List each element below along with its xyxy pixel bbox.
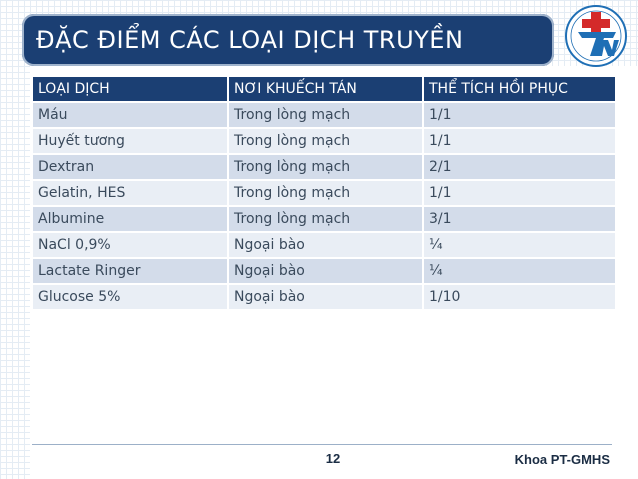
table-row: Máu Trong lòng mạch 1/1 — [33, 101, 617, 128]
cell-fluid-type: Huyết tương — [33, 127, 229, 154]
cell-diffusion-site: Trong lòng mạch — [228, 101, 424, 128]
cell-volume-recovery: 1/10 — [423, 283, 617, 309]
table-row: Lactate Ringer Ngoại bào ¼ — [33, 257, 617, 284]
cell-volume-recovery: ¼ — [423, 257, 617, 284]
fluid-table: LOẠI DỊCH NƠI KHUẾCH TÁN THỂ TÍCH HỒI PH… — [33, 77, 617, 309]
page-number: 12 — [325, 451, 341, 466]
cell-fluid-type: Albumine — [33, 205, 229, 232]
department-label: Khoa PT-GMHS — [514, 452, 610, 467]
table-row: Glucose 5% Ngoại bào 1/10 — [33, 283, 617, 309]
cell-fluid-type: Gelatin, HES — [33, 179, 229, 206]
cell-diffusion-site: Ngoại bào — [228, 283, 424, 309]
table-row: Albumine Trong lòng mạch 3/1 — [33, 205, 617, 232]
cell-diffusion-site: Trong lòng mạch — [228, 205, 424, 232]
cell-fluid-type: Máu — [33, 101, 229, 128]
header-diffusion-site: NƠI KHUẾCH TÁN — [228, 77, 424, 102]
table-row: Dextran Trong lòng mạch 2/1 — [33, 153, 617, 180]
title-banner: ĐẶC ĐIỂM CÁC LOẠI DỊCH TRUYỀN — [22, 14, 554, 66]
footer-divider — [32, 444, 612, 445]
table-row: Gelatin, HES Trong lòng mạch 1/1 — [33, 179, 617, 206]
cell-volume-recovery: 3/1 — [423, 205, 617, 232]
slide-title: ĐẶC ĐIỂM CÁC LOẠI DỊCH TRUYỀN — [36, 26, 464, 54]
hospital-tn-logo-icon — [565, 5, 627, 67]
cell-diffusion-site: Ngoại bào — [228, 231, 424, 258]
cell-fluid-type: Glucose 5% — [33, 283, 229, 309]
cell-fluid-type: Lactate Ringer — [33, 257, 229, 284]
cell-volume-recovery: 2/1 — [423, 153, 617, 180]
cell-diffusion-site: Ngoại bào — [228, 257, 424, 284]
header-fluid-type: LOẠI DỊCH — [33, 77, 229, 102]
table-header-row: LOẠI DỊCH NƠI KHUẾCH TÁN THỂ TÍCH HỒI PH… — [33, 77, 617, 102]
table-row: NaCl 0,9% Ngoại bào ¼ — [33, 231, 617, 258]
cell-volume-recovery: 1/1 — [423, 101, 617, 128]
cell-volume-recovery: 1/1 — [423, 179, 617, 206]
table-row: Huyết tương Trong lòng mạch 1/1 — [33, 127, 617, 154]
cell-diffusion-site: Trong lòng mạch — [228, 153, 424, 180]
cell-diffusion-site: Trong lòng mạch — [228, 127, 424, 154]
cell-fluid-type: Dextran — [33, 153, 229, 180]
cell-volume-recovery: 1/1 — [423, 127, 617, 154]
cell-diffusion-site: Trong lòng mạch — [228, 179, 424, 206]
cell-fluid-type: NaCl 0,9% — [33, 231, 229, 258]
cell-volume-recovery: ¼ — [423, 231, 617, 258]
header-volume-recovery: THỂ TÍCH HỒI PHỤC — [423, 77, 617, 102]
